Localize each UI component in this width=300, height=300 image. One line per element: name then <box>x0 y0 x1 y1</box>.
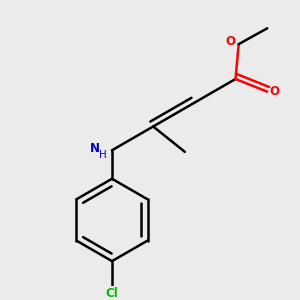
Text: O: O <box>269 85 279 98</box>
Text: O: O <box>226 35 236 48</box>
Text: H: H <box>99 150 106 160</box>
Text: N: N <box>90 142 100 155</box>
Text: Cl: Cl <box>106 287 118 300</box>
